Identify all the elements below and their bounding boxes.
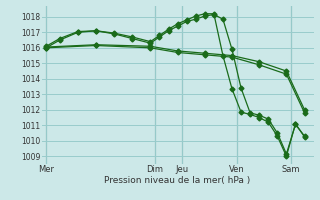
X-axis label: Pression niveau de la mer( hPa ): Pression niveau de la mer( hPa ) bbox=[104, 176, 251, 185]
